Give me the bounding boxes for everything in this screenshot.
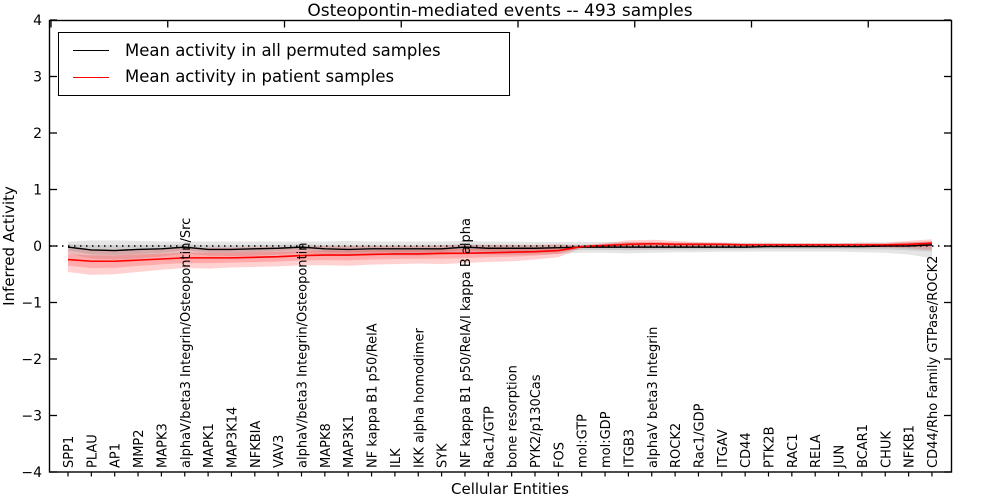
y-tick-label: 4 (33, 13, 42, 29)
legend-item-permuted: Mean activity in all permuted samples (73, 40, 509, 60)
chart-title: Osteopontin-mediated events -- 493 sampl… (307, 1, 692, 21)
x-tick-label: PTK2B (763, 427, 778, 469)
y-tick-label: 0 (33, 239, 42, 255)
permuted-band-inner (68, 243, 932, 256)
y-tick-label: −1 (21, 296, 42, 312)
y-tick-label: 3 (33, 70, 42, 86)
x-tick-label: FOS (552, 442, 567, 468)
y-tick-label: 2 (33, 126, 42, 142)
patient-mean-line (67, 242, 932, 263)
x-tick-label: RELA (809, 434, 824, 468)
x-tick-label: SYK (436, 443, 451, 468)
x-tick-label: MAP3K1 (342, 415, 357, 468)
x-tick-label: mol:GTP (576, 414, 591, 468)
permuted-mean-line (67, 244, 932, 252)
x-tick-label: CD44 (739, 432, 754, 468)
x-tick-label: ROCK2 (669, 423, 684, 468)
y-tick-labels: −4 −3 −2 −1 0 1 2 3 4 (21, 13, 42, 481)
x-tick-label: BCAR1 (856, 424, 871, 468)
x-tick-label: ILK (389, 448, 404, 468)
permuted-band-outer (68, 240, 932, 260)
x-tick-label: bone resorption (506, 365, 521, 468)
x-tick-label: MAPK8 (319, 423, 334, 468)
x-tick-label: alphaV beta3 Integrin (646, 327, 661, 468)
legend-item-patient: Mean activity in patient samples (73, 66, 509, 86)
legend-label-permuted: Mean activity in all permuted samples (125, 40, 441, 60)
plot-area-border (48, 19, 953, 473)
y-axis-label: Inferred Activity (0, 186, 18, 306)
legend: Mean activity in all permuted samples Me… (58, 32, 510, 96)
x-tick-label: PYK2/p130Cas (529, 374, 544, 468)
x-tick-labels: SPP1 PLAU AP1 MMP2 MAPK3 alphaV/beta3 Integri… (62, 218, 941, 469)
x-tick-label: NFKBIA (249, 421, 264, 468)
x-tick-label: VAV3 (272, 435, 287, 468)
x-tick-label: ITGAV (716, 429, 731, 468)
x-tick-label: JUN (833, 445, 848, 469)
axis-ticks (50, 19, 951, 477)
y-tick-label: −3 (21, 409, 42, 425)
x-tick-label: mol:GDP (599, 411, 614, 468)
x-tick-label: MAPK3 (155, 423, 170, 468)
legend-line-patient-icon (73, 76, 109, 78)
x-tick-label: MAPK1 (202, 423, 217, 468)
x-tick-label: alphaV/beta3 Integrin/Osteopontin (296, 243, 311, 468)
x-tick-label: CD44/Rho Family GTPase/ROCK2 (926, 256, 941, 468)
y-tick-label: −2 (21, 352, 42, 368)
x-tick-label: NF kappa B1 p50/RelA/I kappa B alpha (459, 218, 474, 468)
x-tick-label: CHUK (879, 431, 894, 468)
y-tick-label: −4 (21, 465, 42, 481)
x-tick-label: Rac1/GTP (482, 406, 497, 468)
y-tick-label: 1 (33, 183, 42, 199)
x-tick-label: PLAU (85, 434, 100, 468)
series-lines (67, 242, 932, 263)
x-tick-label: Rac1/GDP (692, 403, 707, 468)
x-tick-label: NFKB1 (903, 425, 918, 468)
x-tick-label: MAP3K14 (225, 407, 240, 468)
x-tick-label: IKK alpha homodimer (412, 327, 427, 468)
x-tick-label: RAC1 (786, 433, 801, 468)
x-tick-label: MMP2 (132, 429, 147, 468)
patient-band-inner (68, 241, 932, 269)
legend-line-permuted-icon (73, 50, 109, 52)
x-tick-label: ITGB3 (622, 429, 637, 468)
legend-label-patient: Mean activity in patient samples (125, 66, 395, 86)
x-tick-label: SPP1 (62, 436, 77, 468)
x-axis-label: Cellular Entities (451, 480, 569, 498)
x-tick-label: alphaV/beta3 Integrin/Osteopontin/Src (179, 218, 194, 468)
x-tick-label: AP1 (109, 443, 124, 468)
x-tick-label: NF kappa B1 p50/RelA (366, 323, 381, 468)
